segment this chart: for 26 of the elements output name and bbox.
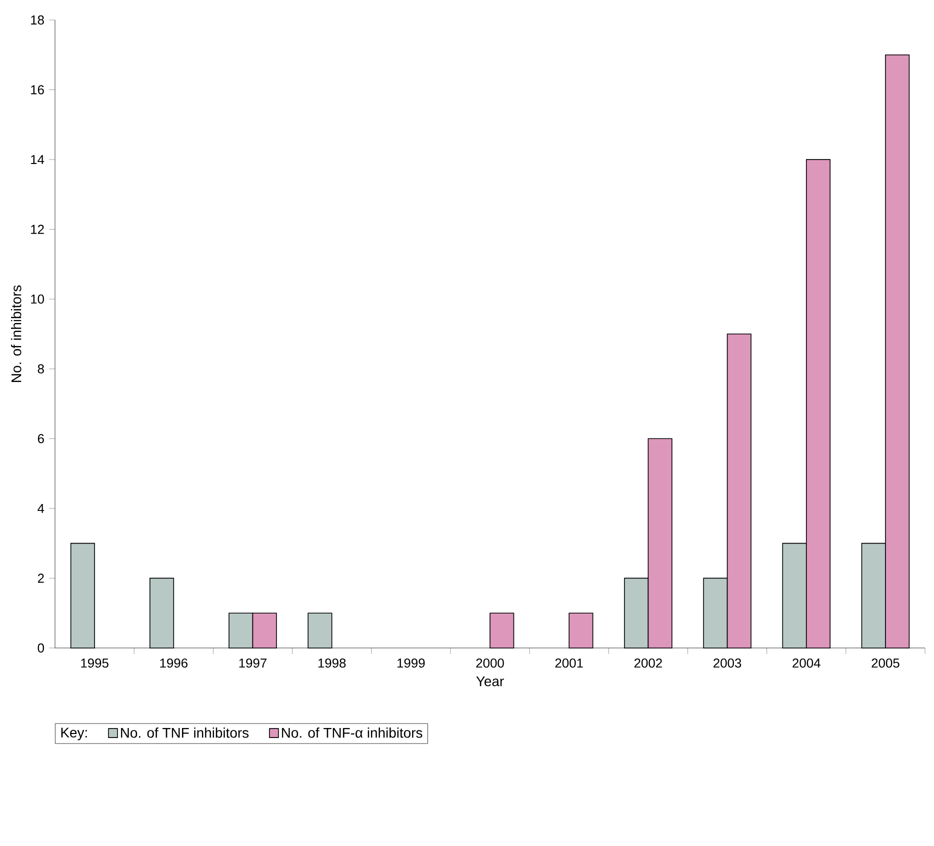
x-tick-label: 2001	[555, 658, 583, 668]
y-tick-label: 8	[38, 364, 44, 374]
x-tick-label: 1997	[239, 658, 266, 668]
y-tick-label: 18	[31, 15, 44, 25]
legend-label: No. of TNF inhibitors	[121, 728, 249, 738]
y-tick-label: 12	[31, 224, 44, 234]
x-axis-title: Year	[476, 676, 504, 686]
x-tick-label: 2004	[792, 658, 820, 668]
x-tick-label: 2002	[634, 658, 662, 668]
legend-label: No. of TNF-α inhibitors	[282, 728, 422, 738]
y-tick-label: 4	[38, 504, 44, 513]
x-tick-label: 1998	[318, 658, 346, 668]
y-tick-label: 16	[31, 85, 44, 94]
legend-title: Key:	[61, 728, 87, 740]
x-tick-label: 1995	[81, 658, 108, 668]
x-tick-label: 1996	[160, 658, 188, 668]
y-tick-label: 2	[38, 574, 44, 583]
x-tick-label: 2000	[476, 658, 504, 668]
x-tick-label: 2005	[872, 658, 900, 668]
y-tick-label: 6	[38, 434, 44, 444]
y-tick-label: 14	[31, 155, 44, 164]
x-tick-label: 1999	[397, 658, 425, 668]
x-tick-label: 2003	[714, 658, 742, 668]
y-tick-label: 10	[31, 294, 44, 304]
y-axis-title: No. of inhibitors	[11, 285, 22, 382]
y-tick-label: 0	[38, 643, 44, 653]
